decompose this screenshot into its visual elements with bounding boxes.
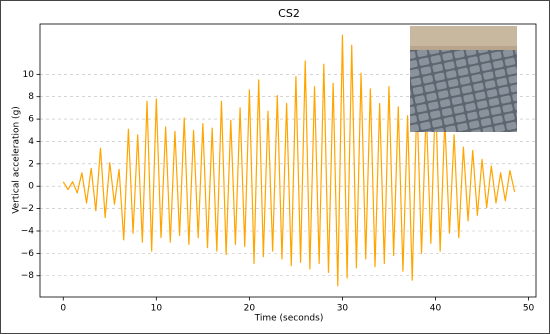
x-tick-label: 50 (523, 304, 535, 314)
chart-title: CS2 (278, 7, 300, 20)
x-tick-label: 0 (60, 304, 66, 314)
y-tick-label: −4 (21, 226, 35, 236)
x-tick-label: 20 (244, 304, 256, 314)
plot: −8 −6 −4 −2 0 2 4 6 8 10 0 10 20 30 40 50 (21, 34, 536, 314)
inset-photo (410, 26, 517, 132)
x-tick-label: 40 (430, 304, 442, 314)
y-tick-label: 4 (28, 137, 34, 147)
x-tick-label: 30 (337, 304, 349, 314)
y-tick-label: 0 (28, 182, 34, 192)
y-tick-label: −2 (21, 204, 34, 214)
photo-cobblestones (410, 50, 517, 132)
y-tick-label: 2 (28, 159, 34, 169)
x-tick-label: 10 (151, 304, 163, 314)
signal-line (62, 34, 516, 287)
y-tick-label: −8 (21, 271, 35, 281)
x-axis-label: Time (seconds) (254, 314, 324, 324)
photo-wall (410, 26, 517, 46)
y-axis-label: Vertical acceleration (g) (12, 106, 22, 214)
y-tick-label: 10 (23, 70, 35, 80)
y-tick-label: −6 (21, 249, 35, 259)
axes-frame (39, 23, 537, 298)
y-tick-label: 6 (28, 115, 34, 125)
y-tick-label: 8 (28, 92, 34, 102)
